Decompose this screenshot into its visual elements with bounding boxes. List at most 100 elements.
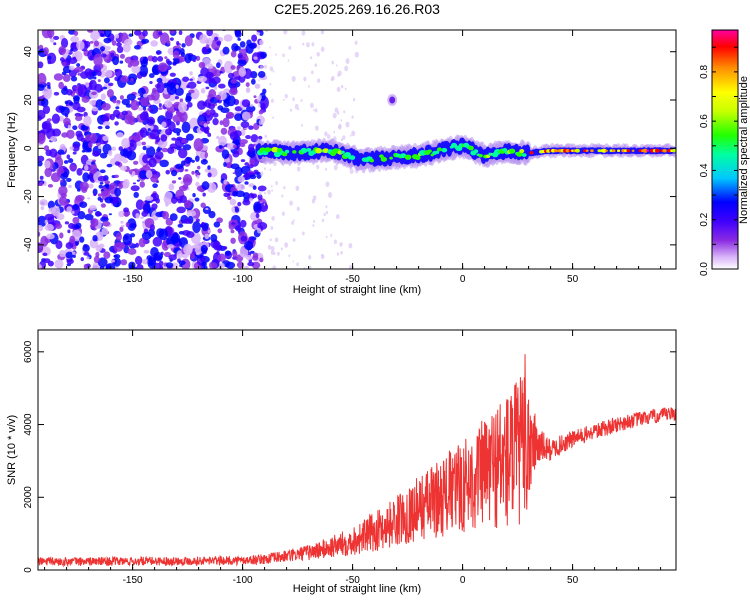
heatmap-noise-cell xyxy=(104,180,111,185)
heatmap-signal-peak xyxy=(671,148,676,153)
heatmap-noise-cell xyxy=(175,84,179,89)
heatmap-noise-cell xyxy=(68,101,74,106)
heatmap-noise-cell xyxy=(48,207,57,214)
heatmap-noise-cell xyxy=(89,79,97,91)
heatmap-noise-cell xyxy=(54,223,63,229)
heatmap-noise-cell xyxy=(215,94,222,101)
heatmap-noise-cell xyxy=(330,77,333,82)
heatmap-noise-cell xyxy=(73,30,79,36)
heatmap-signal-peak xyxy=(380,156,387,162)
heatmap-noise-cell xyxy=(236,126,241,130)
heatmap-noise-cell xyxy=(122,233,133,246)
heatmap-noise-cell xyxy=(351,115,354,119)
heatmap-noise-cell xyxy=(140,216,144,219)
heatmap-noise-cell xyxy=(69,235,76,244)
heatmap-noise-cell xyxy=(253,95,257,99)
heatmap-noise-cell xyxy=(118,210,125,218)
heatmap-noise-cell xyxy=(225,261,236,269)
heatmap-noise-cell xyxy=(141,141,146,146)
heatmap-noise-cell xyxy=(223,60,234,74)
heatmap-x-tick-label: -100 xyxy=(233,274,253,285)
heatmap-noise-cell xyxy=(122,43,131,53)
heatmap-noise-cell xyxy=(55,240,63,250)
heatmap-noise-cell xyxy=(102,86,108,90)
heatmap-noise-cell xyxy=(202,206,212,215)
heatmap-noise-cell xyxy=(210,234,218,242)
heatmap-noise-cell xyxy=(272,116,275,119)
heatmap-noise-cell xyxy=(171,180,177,184)
heatmap-noise-cell xyxy=(202,158,206,162)
heatmap-noise-cell xyxy=(135,212,140,219)
heatmap-noise-cell xyxy=(64,100,69,105)
heatmap-noise-cell xyxy=(87,141,93,149)
figure-title: C2E5.2025.269.16.26.R03 xyxy=(274,1,440,17)
heatmap-noise-cell xyxy=(267,244,272,250)
heatmap-y-tick-label: 40 xyxy=(23,46,34,58)
heatmap-noise-cell xyxy=(296,206,300,212)
heatmap-noise-cell xyxy=(136,264,144,269)
heatmap-noise-cell xyxy=(128,115,136,126)
heatmap-noise-cell xyxy=(105,69,113,78)
heatmap-noise-cell xyxy=(66,177,72,183)
heatmap-noise-cell xyxy=(205,37,213,47)
heatmap-noise-cell xyxy=(169,30,176,34)
heatmap-noise-cell xyxy=(72,251,76,256)
heatmap-noise-cell xyxy=(245,87,251,93)
heatmap-noise-cell xyxy=(111,259,116,263)
heatmap-noise-cell xyxy=(221,149,230,160)
heatmap-noise-cell xyxy=(229,131,239,141)
heatmap-marks xyxy=(38,30,676,269)
heatmap-noise-cell xyxy=(223,161,227,167)
heatmap-signal-peak xyxy=(273,151,281,158)
heatmap-noise-cell xyxy=(47,84,51,90)
heatmap-noise-cell xyxy=(203,265,208,269)
heatmap-noise-cell xyxy=(256,30,263,33)
heatmap-noise-cell xyxy=(291,75,296,82)
heatmap-noise-cell xyxy=(321,218,325,223)
heatmap-y-label: Frequency (Hz) xyxy=(6,112,18,188)
heatmap-noise-cell xyxy=(63,160,69,164)
heatmap-noise-cell xyxy=(104,45,111,51)
heatmap-noise-cell xyxy=(68,65,75,71)
snr-x-tick-label: 0 xyxy=(460,575,466,586)
heatmap-noise-cell xyxy=(336,252,340,256)
heatmap-noise-cell xyxy=(129,59,140,67)
heatmap-noise-cell xyxy=(354,40,358,45)
heatmap-noise-cell xyxy=(43,258,51,264)
heatmap-noise-cell xyxy=(75,194,85,202)
heatmap-noise-cell xyxy=(296,166,301,172)
heatmap-noise-cell xyxy=(93,193,97,197)
heatmap-noise-cell xyxy=(119,60,124,64)
heatmap-noise-cell xyxy=(96,70,102,77)
heatmap-noise-cell xyxy=(100,33,105,37)
heatmap-noise-cell xyxy=(121,110,128,116)
heatmap-noise-cell xyxy=(126,150,137,161)
heatmap-noise-cell xyxy=(149,224,155,231)
heatmap-noise-cell xyxy=(181,121,191,134)
heatmap-signal-peak xyxy=(271,146,279,153)
heatmap-noise-cell xyxy=(82,244,90,253)
heatmap-noise-cell xyxy=(317,78,321,83)
heatmap-noise-cell xyxy=(103,251,111,259)
heatmap-noise-cell xyxy=(249,158,256,166)
heatmap-noise-cell xyxy=(107,150,113,156)
colorbar-tick-label: 0.6 xyxy=(699,114,710,128)
heatmap-noise-cell xyxy=(216,40,222,46)
heatmap-noise-cell xyxy=(119,226,124,233)
heatmap-noise-cell xyxy=(192,59,196,63)
heatmap-noise-cell xyxy=(132,182,137,185)
heatmap-noise-cell xyxy=(245,105,256,113)
heatmap-noise-cell xyxy=(74,66,84,73)
heatmap-noise-cell xyxy=(72,204,80,211)
heatmap-noise-cell xyxy=(316,164,320,170)
heatmap-noise-cell xyxy=(141,231,152,240)
heatmap-noise-cell xyxy=(161,121,167,128)
heatmap-noise-cell xyxy=(77,211,86,220)
heatmap-noise-cell xyxy=(230,78,237,84)
heatmap-signal-peak xyxy=(441,147,448,153)
heatmap-noise-cell xyxy=(292,260,294,263)
heatmap-signal-peak xyxy=(631,149,635,152)
heatmap-noise-cell xyxy=(163,84,168,89)
snr-x-tick-label: -50 xyxy=(345,575,360,586)
heatmap-noise-cell xyxy=(200,88,206,94)
